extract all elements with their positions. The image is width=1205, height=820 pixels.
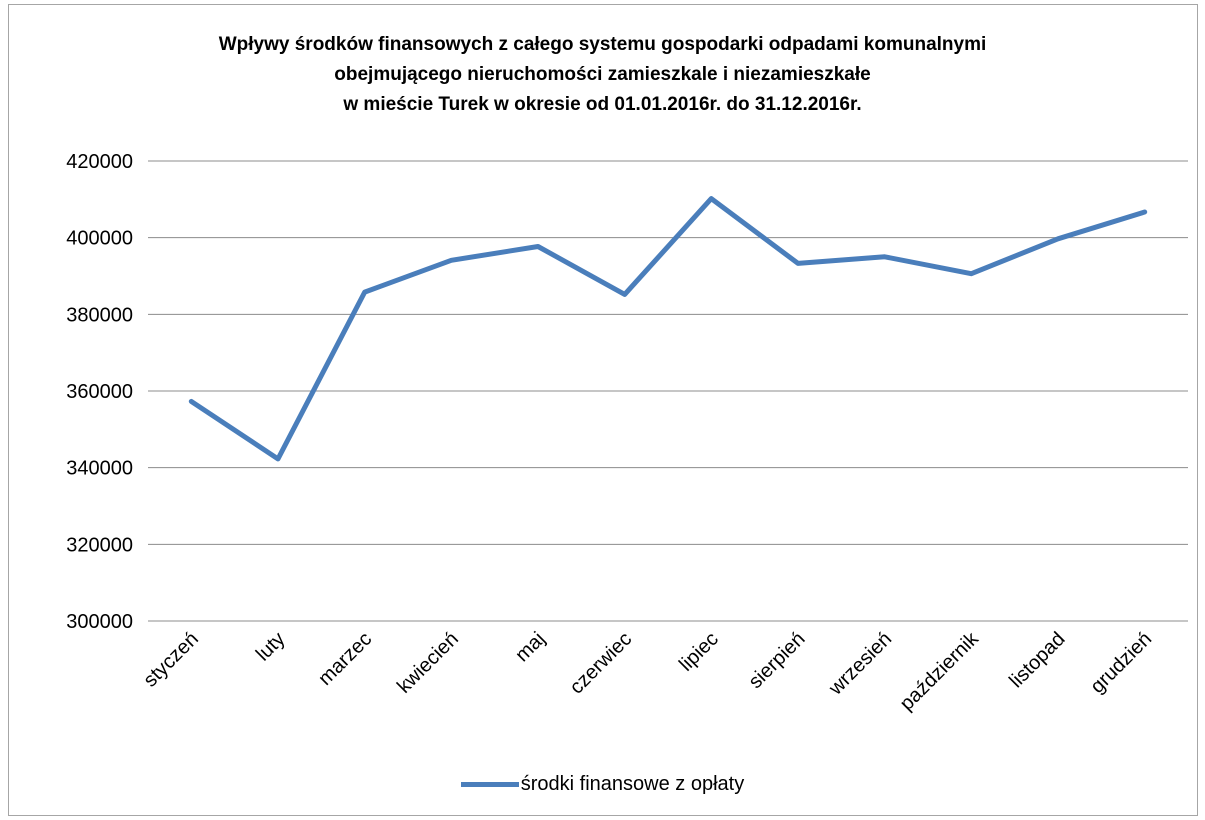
chart-title-line-2: obejmującego nieruchomości zamieszkale i… [334,64,871,85]
x-tick-label: grudzień [1086,628,1156,698]
y-tick-label: 380000 [66,304,133,326]
series-line [188,196,1148,462]
chart-title: Wpływy środków finansowych z całego syst… [0,30,1205,120]
y-tick-label: 320000 [66,534,133,556]
x-tick-label: maj [511,628,549,666]
y-tick-label: 400000 [66,228,133,250]
x-tick-label: styczeń [139,628,203,692]
x-tick-label: luty [252,628,290,666]
x-tick-label: wrzesień [824,628,896,700]
x-tick-label: kwiecień [393,628,463,698]
x-tick-label: październik [896,627,984,715]
x-tick-label: sierpień [744,628,809,693]
x-tick-label: marzec [314,628,376,690]
chart-title-line-1: Wpływy środków finansowych z całego syst… [218,34,987,55]
legend-swatch [460,782,519,787]
y-tick-label: 300000 [66,611,133,633]
chart-title-line-3: w mieście Turek w okresie od 01.01.2016r… [343,94,862,115]
legend: środki finansowe z opłaty [0,773,1205,796]
y-tick-label: 420000 [66,151,133,173]
x-tick-label: listopad [1005,628,1069,692]
legend-label: środki finansowe z opłaty [520,773,745,795]
x-tick-label: czerwiec [566,628,637,699]
y-tick-label: 360000 [66,381,133,403]
y-tick-label: 340000 [66,458,133,480]
x-tick-label: lipiec [675,628,723,676]
